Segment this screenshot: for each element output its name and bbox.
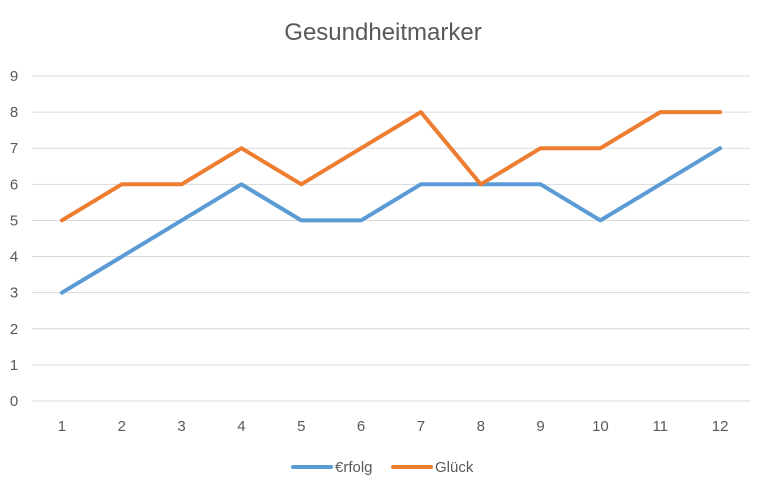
- x-tick-label-6: 7: [417, 418, 425, 435]
- x-tick-label-5: 6: [357, 418, 365, 435]
- x-tick-label-2: 3: [177, 418, 185, 435]
- x-tick-label-4: 5: [297, 418, 305, 435]
- y-tick-label-3: 3: [10, 285, 18, 302]
- x-tick-label-11: 12: [712, 418, 729, 435]
- chart-title: Gesundheitmarker: [284, 19, 481, 46]
- y-tick-label-7: 7: [10, 140, 18, 157]
- x-tick-label-9: 10: [592, 418, 609, 435]
- x-tick-label-1: 2: [118, 418, 126, 435]
- y-tick-label-4: 4: [10, 249, 18, 266]
- y-tick-label-1: 1: [10, 357, 18, 374]
- legend-label-0: €rfolg: [335, 459, 373, 476]
- y-tick-label-2: 2: [10, 321, 18, 338]
- y-axis-ticks: 0 1 2 3 4 5 6 7 8 9: [10, 68, 18, 410]
- x-tick-label-10: 11: [652, 418, 668, 435]
- y-tick-label-9: 9: [10, 68, 18, 85]
- y-tick-label-0: 0: [10, 393, 18, 410]
- x-tick-label-3: 4: [237, 418, 245, 435]
- x-axis-ticks: 1 2 3 4 5 6 7 8 9 10 11 12: [58, 418, 729, 435]
- y-tick-label-8: 8: [10, 104, 18, 121]
- x-tick-label-7: 8: [477, 418, 485, 435]
- y-tick-label-5: 5: [10, 212, 18, 229]
- x-tick-label-0: 1: [58, 418, 66, 435]
- series-lines: [59, 110, 723, 295]
- legend-label-1: Glück: [435, 459, 474, 476]
- x-tick-label-8: 9: [536, 418, 544, 435]
- legend: €rfolg Glück: [291, 459, 474, 476]
- series-line-0: [59, 146, 723, 295]
- y-tick-label-6: 6: [10, 176, 18, 193]
- series-line-1: [59, 110, 723, 223]
